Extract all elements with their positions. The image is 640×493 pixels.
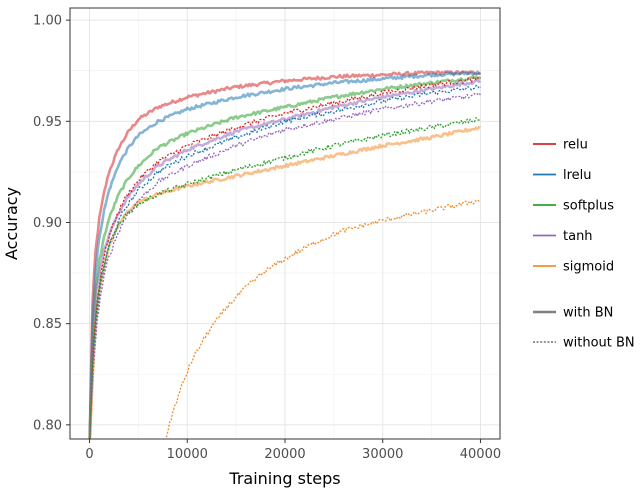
y-tick-label: 0.80 — [33, 418, 62, 433]
y-tick-label: 1.00 — [33, 14, 62, 29]
series-layer — [88, 69, 482, 439]
legend-label-lrelu: lrelu — [563, 168, 592, 183]
series-tanh-without-bn — [89, 92, 481, 439]
y-tick-label: 0.95 — [33, 115, 62, 130]
legend-label-bn: with BN — [563, 306, 613, 321]
x-tick-label: 40000 — [460, 447, 501, 462]
series-tanh-with-bn — [88, 78, 482, 439]
series-lrelu-with-bn — [88, 70, 482, 439]
legend-label-sigmoid: sigmoid — [563, 260, 614, 275]
grid-layer — [70, 8, 500, 439]
legend-label-tanh: tanh — [563, 229, 593, 244]
legend-label-nobn: without BN — [563, 336, 635, 351]
y-axis-title: Accuracy — [2, 187, 21, 260]
series-sigmoid-with-bn — [88, 125, 481, 439]
x-axis-title: Training steps — [228, 469, 340, 488]
legend-label-softplus: softplus — [563, 199, 614, 214]
series-sigmoid-without-bn — [165, 199, 481, 439]
legend-bn: with BN without BN — [533, 306, 635, 351]
series-group — [88, 69, 482, 439]
x-tick-label: 0 — [85, 447, 93, 462]
ticks-layer: 0 10000 20000 30000 40000 0.80 0.85 0.90 0.95 1.0… — [33, 14, 501, 462]
x-tick-label: 30000 — [362, 447, 403, 462]
x-tick-label: 20000 — [264, 447, 305, 462]
series-softplus-with-bn — [88, 75, 482, 439]
y-tick-label: 0.90 — [33, 216, 62, 231]
series-softplus-without-bn — [89, 117, 481, 439]
series-relu-with-bn — [88, 69, 482, 439]
y-tick-label: 0.85 — [33, 317, 62, 332]
x-tick-label: 10000 — [167, 447, 208, 462]
legend-activation: relu lrelu softplus tanh sigmoid — [533, 138, 614, 275]
series-relu-without-bn — [89, 76, 481, 439]
series-lrelu-without-bn — [89, 84, 481, 439]
legend-label-relu: relu — [563, 138, 588, 153]
